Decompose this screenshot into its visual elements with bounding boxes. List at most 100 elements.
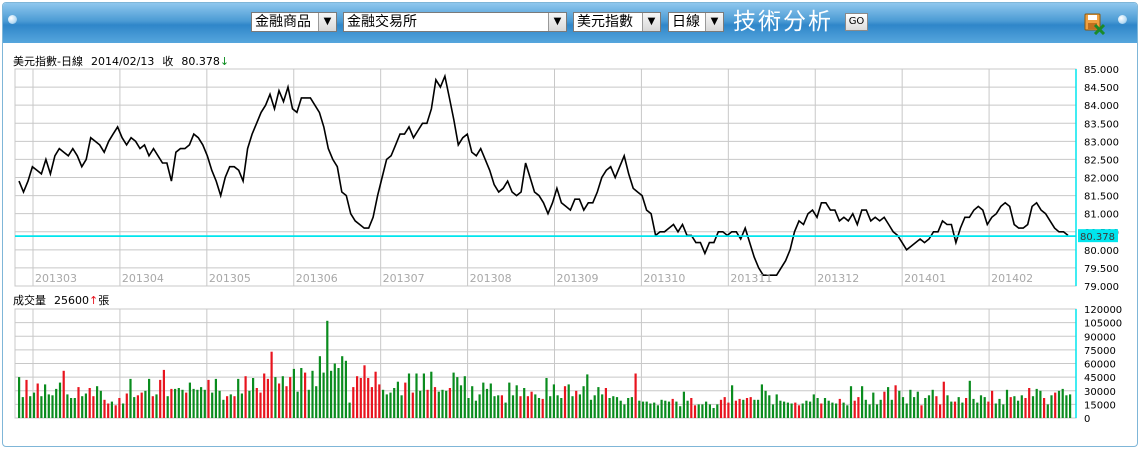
product-category-select[interactable]: 金融商品 ▼ bbox=[251, 12, 337, 32]
period-select[interactable]: 日線 ▼ bbox=[668, 12, 724, 32]
volume-bar bbox=[255, 388, 258, 418]
volume-bar bbox=[99, 390, 102, 419]
save-excel-icon[interactable] bbox=[1084, 13, 1106, 35]
volume-bar bbox=[185, 392, 188, 418]
volume-bar bbox=[493, 396, 496, 418]
volume-bar bbox=[749, 397, 752, 418]
product-category-value: 金融商品 bbox=[255, 14, 311, 30]
volume-bar bbox=[188, 382, 191, 418]
volume-bar bbox=[441, 389, 444, 418]
volume-bar bbox=[705, 401, 708, 418]
volume-bar bbox=[289, 377, 292, 418]
volume-bar bbox=[467, 398, 470, 418]
volume-bar bbox=[452, 372, 455, 418]
volume-bar bbox=[935, 396, 938, 418]
volume-bar bbox=[905, 403, 908, 418]
volume-bar bbox=[549, 396, 552, 418]
toolbar: 金融商品 ▼ 金融交易所 ▼ 美元指數 ▼ 日線 ▼ 技術分析 GO bbox=[3, 3, 1137, 43]
chevron-down-icon[interactable]: ▼ bbox=[318, 13, 336, 31]
chevron-down-icon[interactable]: ▼ bbox=[548, 13, 566, 31]
volume-bar bbox=[118, 398, 121, 418]
volume-bar bbox=[846, 405, 849, 418]
go-button[interactable]: GO bbox=[845, 13, 868, 31]
exchange-select[interactable]: 金融交易所 ▼ bbox=[343, 12, 567, 32]
volume-value: 25600 bbox=[54, 294, 89, 307]
volume-bar bbox=[370, 387, 373, 418]
volume-bar bbox=[601, 394, 604, 418]
volume-bar bbox=[708, 404, 711, 418]
volume-bar bbox=[363, 365, 366, 418]
volume-bar bbox=[753, 399, 756, 418]
volume-bar bbox=[556, 395, 559, 418]
volume-bar bbox=[519, 396, 522, 418]
volume-bar bbox=[797, 405, 801, 418]
volume-bar bbox=[400, 395, 403, 418]
volume-bar bbox=[953, 401, 957, 418]
volume-bar bbox=[508, 382, 511, 418]
volume-bar bbox=[823, 398, 827, 418]
volume-bar bbox=[831, 402, 834, 418]
volume-bar bbox=[497, 395, 500, 418]
volume-bar bbox=[489, 383, 492, 418]
volume-bar bbox=[768, 395, 771, 418]
volume-bar bbox=[586, 374, 589, 418]
volume-bar bbox=[957, 397, 960, 418]
volume-plot bbox=[18, 320, 1072, 419]
volume-bar bbox=[894, 385, 897, 418]
volume-bar bbox=[835, 403, 838, 418]
volume-bar bbox=[415, 373, 418, 418]
volume-bar bbox=[407, 373, 411, 418]
volume-bar bbox=[567, 384, 570, 418]
volume-bar bbox=[779, 400, 782, 418]
volume-bar bbox=[192, 388, 195, 418]
volume-bar bbox=[96, 386, 99, 418]
chevron-down-icon[interactable]: ▼ bbox=[705, 13, 723, 31]
volume-tick-label: 0 bbox=[1084, 414, 1090, 425]
volume-bar bbox=[976, 402, 979, 418]
volume-bar bbox=[151, 396, 154, 418]
volume-bar bbox=[211, 392, 214, 418]
volume-bar bbox=[686, 400, 689, 418]
chevron-down-icon[interactable]: ▼ bbox=[642, 13, 660, 31]
volume-bar bbox=[51, 395, 54, 418]
volume-bar bbox=[311, 370, 314, 418]
volume-bar bbox=[582, 386, 585, 418]
x-tick-label: 201309 bbox=[557, 272, 599, 285]
volume-bar bbox=[979, 395, 983, 418]
volume-bar bbox=[266, 378, 269, 418]
volume-bar bbox=[359, 378, 362, 418]
close-value: 80.378 bbox=[181, 55, 220, 68]
volume-bar bbox=[783, 401, 786, 418]
volume-bar bbox=[300, 368, 303, 418]
price-panel-label: 美元指數-日線 bbox=[13, 54, 83, 68]
volume-bar bbox=[296, 391, 299, 418]
volume-bar bbox=[1017, 400, 1020, 418]
volume-bar bbox=[285, 386, 288, 418]
volume-bar bbox=[1039, 390, 1042, 419]
volume-bar bbox=[515, 385, 518, 418]
volume-bar bbox=[292, 368, 295, 418]
x-tick-label: 201402 bbox=[991, 272, 1033, 285]
volume-bar bbox=[73, 398, 76, 418]
volume-bar bbox=[270, 351, 273, 418]
symbol-select[interactable]: 美元指數 ▼ bbox=[573, 12, 661, 32]
close-label: 收 bbox=[162, 54, 173, 68]
volume-bar bbox=[842, 402, 845, 418]
volume-bar bbox=[348, 402, 351, 418]
volume-bar bbox=[482, 382, 485, 418]
volume-bar bbox=[18, 377, 21, 418]
volume-bar bbox=[656, 405, 659, 418]
volume-bar bbox=[382, 389, 385, 418]
price-tick-label: 84.000 bbox=[1084, 101, 1119, 112]
volume-bar bbox=[578, 394, 581, 418]
volume-bar bbox=[526, 396, 529, 418]
volume-bar bbox=[927, 395, 931, 418]
volume-bar bbox=[682, 391, 685, 418]
volume-bar bbox=[404, 382, 407, 418]
volume-bar bbox=[222, 399, 225, 418]
volume-bar bbox=[341, 356, 344, 418]
volume-bar bbox=[693, 405, 697, 418]
volume-bar bbox=[411, 392, 414, 418]
